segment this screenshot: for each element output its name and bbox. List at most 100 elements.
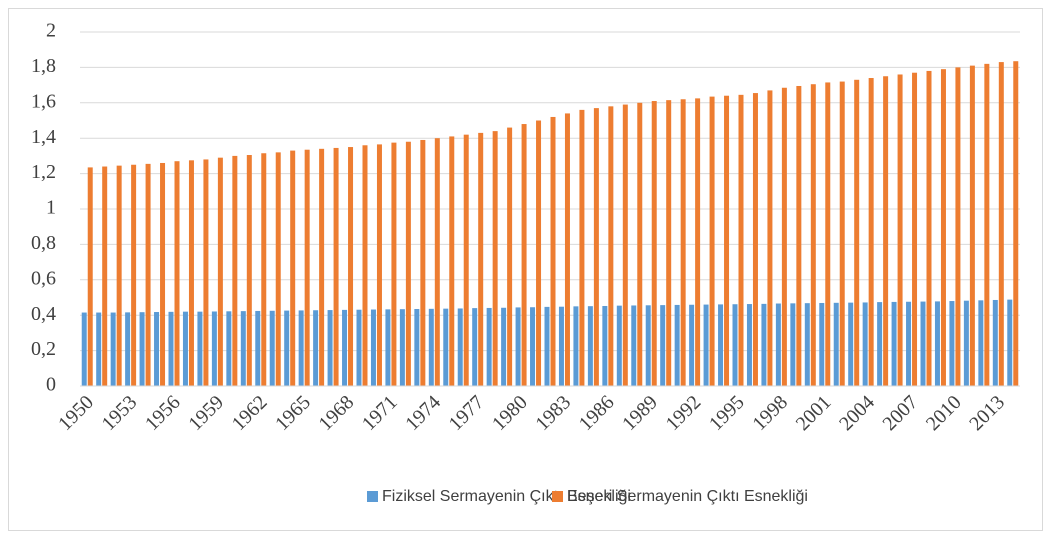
bar	[695, 98, 701, 386]
bar	[399, 309, 405, 386]
bar	[934, 301, 940, 386]
bar	[579, 109, 585, 386]
bar	[168, 311, 174, 386]
bar	[443, 308, 449, 386]
bar	[912, 72, 918, 387]
bar	[839, 81, 845, 386]
bar	[550, 116, 556, 387]
bar	[376, 144, 382, 386]
bar	[87, 167, 93, 386]
bar	[275, 152, 281, 386]
bar	[587, 306, 593, 386]
bar	[139, 312, 145, 386]
bar	[660, 305, 666, 386]
bar	[333, 147, 339, 386]
bar	[125, 312, 131, 386]
bar	[362, 145, 368, 386]
bar	[854, 79, 860, 386]
bar	[926, 70, 932, 386]
bar	[558, 306, 564, 386]
bar	[897, 74, 903, 386]
bar	[804, 303, 810, 386]
bar	[217, 157, 223, 386]
bar	[182, 311, 188, 386]
bar	[767, 90, 773, 386]
bar	[81, 312, 87, 386]
y-tick-label: 1,2	[31, 161, 56, 183]
bar	[478, 132, 484, 386]
bar	[486, 307, 492, 386]
bar	[269, 310, 275, 386]
bar	[96, 312, 102, 386]
bar	[1013, 61, 1019, 387]
bar	[593, 108, 599, 387]
bar	[203, 159, 209, 386]
bar	[145, 163, 151, 386]
bar	[833, 302, 839, 386]
bar	[978, 300, 984, 386]
bar	[313, 310, 319, 386]
bar	[110, 312, 116, 386]
bar	[290, 150, 296, 386]
bar	[883, 76, 889, 386]
bar	[414, 309, 420, 386]
bar	[703, 304, 709, 386]
bar	[304, 149, 310, 386]
bar	[255, 310, 261, 386]
bar	[955, 67, 961, 387]
bar	[463, 134, 469, 386]
bar	[246, 155, 252, 386]
bar	[718, 304, 724, 386]
bar	[261, 153, 267, 386]
bar	[507, 127, 513, 386]
bar	[536, 120, 542, 386]
y-tick-label: 0,8	[31, 232, 56, 254]
bar	[790, 303, 796, 386]
bar	[174, 161, 180, 386]
bar	[651, 101, 657, 386]
bar	[564, 113, 570, 387]
bar	[891, 301, 897, 386]
bar	[501, 307, 507, 386]
bar	[862, 302, 868, 386]
bar	[877, 302, 883, 386]
bar	[515, 307, 521, 386]
bar	[348, 147, 354, 386]
bar	[631, 305, 637, 386]
bar	[674, 304, 680, 386]
bar	[984, 63, 990, 387]
bar	[240, 311, 246, 386]
bar	[472, 308, 478, 386]
y-tick-label: 1	[46, 197, 56, 219]
bar	[637, 102, 643, 387]
legend-label: Fiziksel Sermayenin Çıktı Esnekliği	[382, 488, 631, 505]
bar	[810, 84, 816, 386]
bar	[116, 165, 122, 386]
bar	[370, 309, 376, 386]
bar	[752, 93, 758, 386]
bar	[284, 310, 290, 386]
bar	[940, 69, 946, 387]
bar	[573, 306, 579, 386]
bar	[530, 307, 536, 386]
y-tick-label: 0,6	[31, 267, 56, 289]
bar	[1007, 299, 1013, 386]
bar	[724, 95, 730, 386]
y-tick-label: 1,8	[31, 55, 56, 77]
bar	[449, 136, 455, 386]
legend-swatch	[367, 491, 378, 502]
y-tick-label: 1,6	[31, 90, 56, 112]
bar	[226, 311, 232, 386]
y-tick-label: 2	[46, 20, 56, 42]
bar	[544, 306, 550, 386]
bar	[998, 62, 1004, 387]
bar	[781, 87, 787, 386]
bar	[992, 299, 998, 386]
bar	[457, 308, 463, 386]
bar	[232, 155, 238, 386]
bar	[906, 301, 912, 386]
bar	[405, 141, 411, 386]
bar	[963, 300, 969, 386]
bar	[709, 96, 715, 386]
